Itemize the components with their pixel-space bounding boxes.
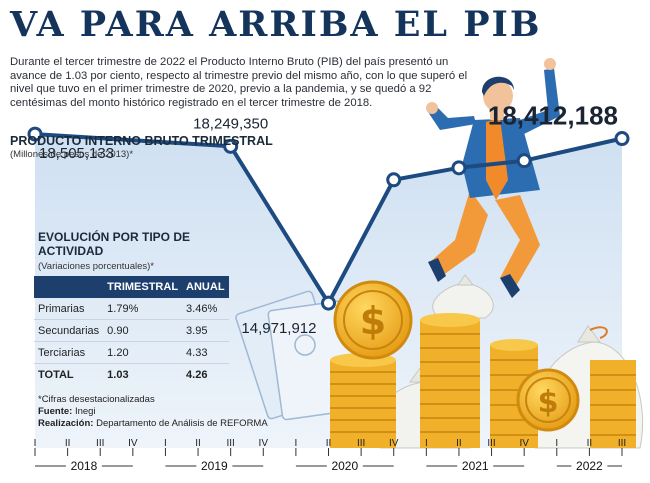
money-illustration: $ $ [235,274,644,449]
year-label: 2018 [71,459,98,473]
x-tick-label: IV [389,438,399,449]
x-tick-label: III [226,438,234,449]
table-row: Terciarias 1.20 4.33 [34,341,229,364]
data-label: 18,505,133 [39,145,114,162]
jumping-man-illustration [426,58,560,298]
data-point [516,153,532,169]
trimestral-value: 1.20 [103,341,183,364]
x-tick-label: III [96,438,104,449]
x-tick-label: IV [259,438,269,449]
x-axis: I II III IV I II III IV I II III IV I II III IV I II III20… [34,438,627,473]
data-point [321,295,336,311]
x-tick-label: II [326,438,332,449]
coin-stack-icon [330,353,396,448]
table-row: Secundarias 0.90 3.95 [34,319,229,342]
x-tick-label: III [618,438,626,449]
x-tick-label: III [487,438,495,449]
credit: Departamento de Análisis de REFORMA [96,418,268,429]
svg-text:$: $ [360,299,386,343]
year-label: 2022 [576,459,603,473]
activity-name: Secundarias [34,319,104,342]
table-unit: (Variaciones porcentuales)* [38,261,154,272]
data-point [223,138,239,154]
x-tick-label: IV [519,438,529,449]
trimestral-value: 1.03 [107,368,129,381]
svg-text:$: $ [538,385,559,420]
data-label: 18,249,350 [193,115,268,132]
coin-stack-icon [590,360,636,448]
footnote: *Cifras desestacionalizadas [38,394,155,405]
x-tick-label: II [195,438,201,449]
activity-name: Primarias [34,298,104,320]
activity-table: TRIMESTRAL ANUAL Primarias 1.79% 3.46% S… [34,276,229,385]
pib-series: 18,505,133 18,249,350 14,971,912 18,412,188 [27,101,630,337]
source-label: Fuente: [38,406,73,417]
money-bag-icon [432,274,494,319]
footnotes: *Cifras desestacionalizadas Fuente: Ineg… [38,394,268,430]
source: Inegi [74,406,96,417]
x-tick-label: I [294,438,297,449]
credit-label: Realización: [38,418,94,429]
data-point [386,172,402,188]
data-point [614,131,630,147]
activity-name: Terciarias [34,341,104,364]
anual-value: 3.46% [182,298,229,320]
activity-name: TOTAL [38,368,74,381]
data-label: 18,412,188 [488,101,618,131]
x-tick-label: III [357,438,365,449]
x-tick-label: IV [128,438,138,449]
x-tick-label: I [34,438,37,449]
data-point [451,160,467,176]
anual-value: 4.33 [182,341,229,364]
year-label: 2019 [201,459,228,473]
table-header [34,276,104,298]
x-tick-label: II [65,438,71,449]
x-tick-label: I [555,438,558,449]
table-header: ANUAL [182,276,229,298]
year-label: 2020 [331,459,358,473]
chart-title: PRODUCTO INTERNO BRUTO TRIMESTRAL [10,134,273,148]
x-tick-label: I [425,438,428,449]
coin-stack-icon [420,313,480,448]
x-tick-label: II [587,438,593,449]
coin-icon: $ [333,280,413,360]
year-label: 2021 [462,459,489,473]
data-point [27,126,43,142]
table-header-row: TRIMESTRAL ANUAL [34,276,229,298]
trimestral-value: 0.90 [103,319,183,342]
intro-paragraph: Durante el tercer trimestre de 2022 el P… [10,56,468,109]
page-title: VA PARA ARRIBA EL PIB [10,4,542,45]
x-tick-label: I [164,438,167,449]
trimestral-value: 1.79% [103,298,183,320]
table-row: Primarias 1.79% 3.46% [34,298,229,320]
table-header: TRIMESTRAL [103,276,183,298]
data-label: 14,971,912 [241,320,316,337]
coin-icon: $ [516,368,580,432]
x-tick-label: II [456,438,462,449]
table-row-total: TOTAL 1.03 4.26 [34,364,229,386]
anual-value: 3.95 [182,319,229,342]
table-title: EVOLUCIÓN POR TIPO DE ACTIVIDAD [38,230,191,258]
anual-value: 4.26 [186,368,208,381]
chart-unit: (Millones de pesos de 2013)* [10,149,134,160]
